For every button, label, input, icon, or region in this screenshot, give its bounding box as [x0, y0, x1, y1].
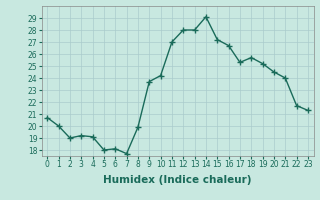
X-axis label: Humidex (Indice chaleur): Humidex (Indice chaleur): [103, 175, 252, 185]
